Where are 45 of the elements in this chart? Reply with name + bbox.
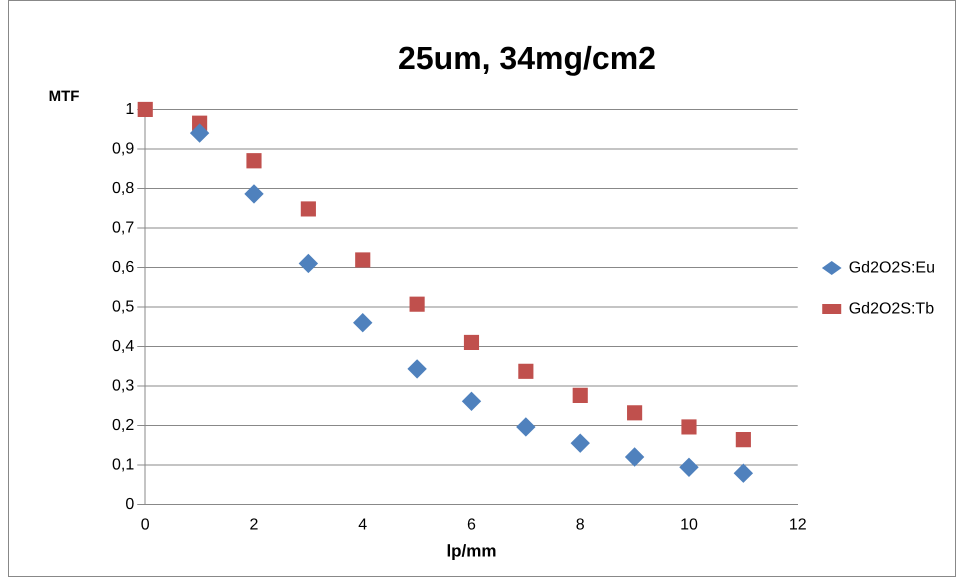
point: [679, 458, 698, 477]
point: [408, 359, 427, 378]
x-tick-label: 4: [358, 516, 368, 534]
y-tick-label: 1: [125, 100, 134, 118]
point: [410, 296, 425, 312]
legend-label: Gd2O2S:Eu: [848, 259, 936, 276]
y-tick-label: 0,4: [112, 338, 134, 355]
point: [353, 313, 372, 332]
y-tick-label: 0,6: [112, 258, 134, 276]
point: [190, 124, 210, 143]
point: [734, 464, 753, 483]
y-tick-label: 0,2: [112, 416, 134, 434]
point: [462, 392, 481, 411]
y-tick-label: 0,9: [112, 140, 134, 158]
y-tick-label: 0,8: [112, 180, 134, 197]
legend-label: Gd2O2S:Tb: [848, 300, 934, 318]
x-tick-label: 10: [680, 516, 698, 534]
x-tick-label: 8: [576, 516, 585, 534]
y-tick-label: 0,7: [112, 219, 134, 236]
point: [464, 334, 480, 350]
point: [246, 153, 262, 168]
point: [355, 252, 370, 268]
point: [300, 201, 316, 217]
x-tick-label: 2: [250, 516, 259, 534]
y-tick-label: 0,3: [112, 377, 134, 394]
point: [518, 364, 534, 379]
point: [244, 184, 264, 204]
y-tick-label: 0,1: [112, 456, 134, 474]
y-tick-label: 0,5: [112, 298, 134, 316]
chart-title: 25um, 34mg/cm2: [398, 40, 656, 76]
point: [298, 254, 318, 273]
x-tick-label: 12: [788, 516, 807, 534]
y-axis-title: MTF: [48, 88, 80, 105]
point: [625, 448, 644, 466]
x-axis-title: lp/mm: [446, 541, 497, 560]
y-tick-label: 0: [125, 496, 134, 513]
point: [516, 417, 536, 436]
x-tick-label: 0: [140, 516, 150, 534]
x-tick-label: 6: [467, 516, 476, 534]
point: [570, 434, 590, 453]
point: [736, 432, 751, 448]
point: [572, 388, 588, 403]
point: [627, 405, 642, 420]
point: [681, 419, 697, 435]
point: [138, 102, 153, 117]
